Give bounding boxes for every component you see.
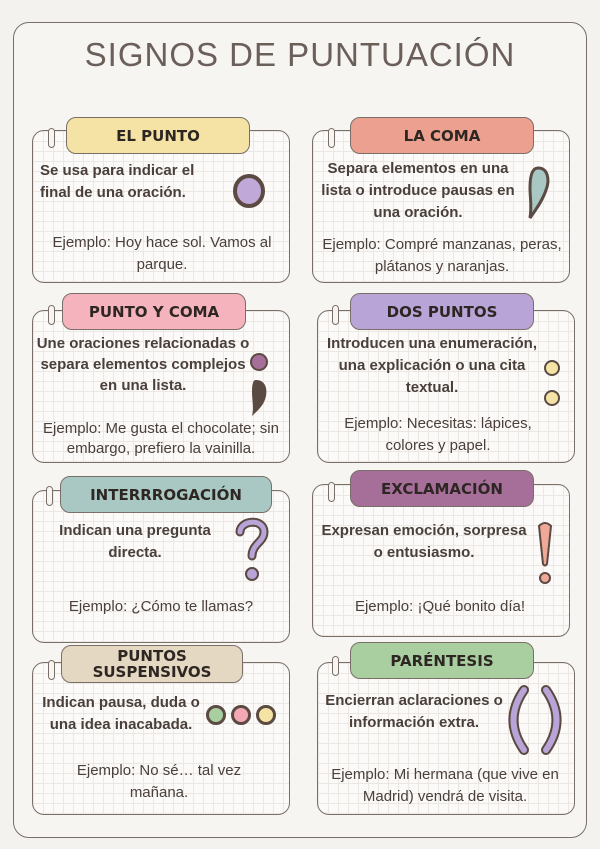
- parentheses-icon: [508, 685, 562, 755]
- paperclip-icon: [328, 482, 335, 502]
- card-description: Encierran aclaraciones o información ext…: [325, 692, 503, 731]
- card-content: Encierran aclaraciones o información ext…: [322, 690, 568, 808]
- paperclip-icon: [46, 486, 53, 506]
- card-body: [317, 662, 575, 815]
- card-description: Une oraciones relacionadas o separa elem…: [36, 335, 250, 394]
- card-content: Une oraciones relacionadas o separa elem…: [36, 333, 286, 459]
- paperclip-icon: [332, 305, 339, 325]
- card-example: Ejemplo: Hoy hace sol. Vamos al parque.: [52, 234, 272, 273]
- card-tab: DOS PUNTOS: [350, 293, 534, 330]
- card-content: Indican una pregunta directa. Ejemplo: ¿…: [40, 520, 282, 618]
- card-content: Introducen una enumeración, una explicac…: [320, 333, 570, 457]
- card-description: Introducen una enumeración, una explicac…: [326, 335, 538, 396]
- card-body: [32, 310, 290, 463]
- card-example: Ejemplo: No sé… tal vez mañana.: [76, 762, 242, 801]
- card-tab: INTERRROGACIÓN: [60, 476, 272, 513]
- card-example: Ejemplo: Me gusta el chocolate; sin emba…: [43, 420, 279, 457]
- card-example: Ejemplo: Mi hermana (que vive en Madrid)…: [331, 766, 559, 805]
- card-content: Separa elementos en una lista o introduc…: [318, 158, 566, 278]
- card-content: Se usa para indicar el final de una orac…: [40, 160, 284, 276]
- card-example: Ejemplo: ¿Cómo te llamas?: [68, 598, 254, 615]
- comma-icon: [528, 166, 550, 219]
- card-body: [32, 490, 290, 643]
- card-description: Expresan emoción, sorpresa o entusiasmo.: [321, 522, 527, 561]
- card-tab: EXCLAMACIÓN: [350, 470, 534, 507]
- card-description: Indican pausa, duda o una idea inacabada…: [42, 694, 200, 733]
- card-tab: PUNTO Y COMA: [62, 293, 246, 330]
- semicolon-icon: [250, 353, 268, 416]
- exclamation-mark-icon: [537, 522, 553, 584]
- card-description: Indican una pregunta directa.: [59, 522, 211, 561]
- card-tab: PUNTOS SUSPENSIVOS: [61, 645, 243, 683]
- card-content: Expresan emoción, sorpresa o entusiasmo.…: [320, 520, 560, 618]
- card-example: Ejemplo: Necesitas: lápices, colores y p…: [344, 415, 532, 454]
- paperclip-icon: [48, 660, 55, 680]
- period-icon: [233, 174, 265, 208]
- page-title: SIGNOS DE PUNTUACIÓN: [84, 36, 516, 73]
- card-description: Separa elementos en una lista o introduc…: [321, 160, 515, 221]
- paperclip-icon: [48, 128, 55, 148]
- card-content: Indican pausa, duda o una idea inacabada…: [36, 692, 282, 804]
- ellipsis-icon: [206, 705, 276, 725]
- card-body: [312, 130, 570, 283]
- card-example: Ejemplo: ¡Qué bonito día!: [354, 598, 526, 615]
- card-body: [32, 662, 290, 815]
- card-description: Se usa para indicar el final de una orac…: [40, 162, 195, 201]
- card-tab: EL PUNTO: [66, 117, 250, 154]
- paperclip-icon: [48, 305, 55, 325]
- card-example: Ejemplo: Compré manzanas, peras, plátano…: [322, 236, 562, 275]
- question-mark-icon: [235, 517, 269, 581]
- card-body: [312, 484, 570, 637]
- paperclip-icon: [332, 656, 339, 676]
- card-body: [317, 310, 575, 463]
- paperclip-icon: [328, 128, 335, 148]
- colon-icon: [544, 360, 560, 406]
- card-tab: PARÉNTESIS: [350, 642, 534, 679]
- card-tab: LA COMA: [350, 117, 534, 154]
